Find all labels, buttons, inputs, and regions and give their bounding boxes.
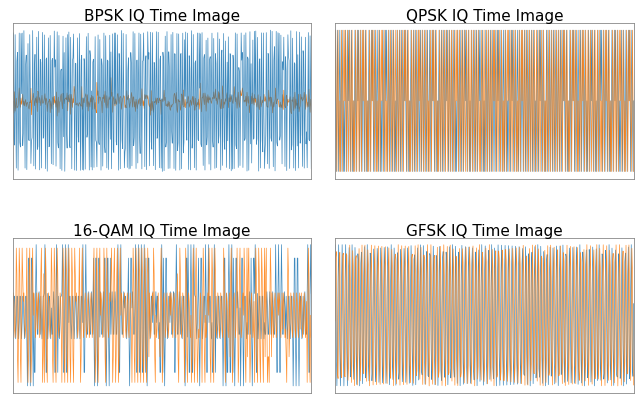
Title: QPSK IQ Time Image: QPSK IQ Time Image — [406, 9, 563, 24]
Title: 16-QAM IQ Time Image: 16-QAM IQ Time Image — [74, 223, 251, 238]
Title: BPSK IQ Time Image: BPSK IQ Time Image — [84, 9, 240, 24]
Title: GFSK IQ Time Image: GFSK IQ Time Image — [406, 223, 563, 238]
